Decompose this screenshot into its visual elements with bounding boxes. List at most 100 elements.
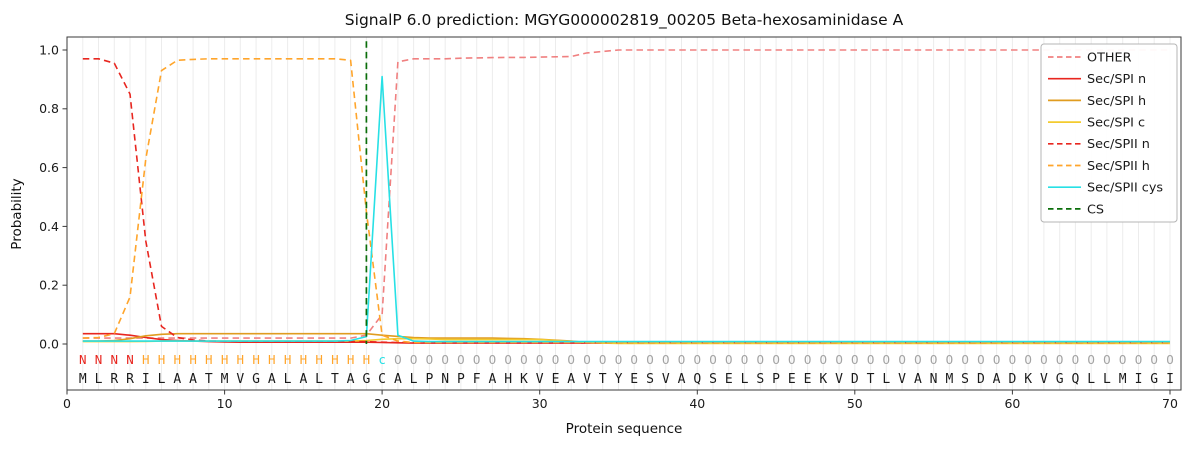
sequence-letter: H xyxy=(504,372,512,387)
annotation-letter: O xyxy=(1056,352,1064,367)
sequence-letter: A xyxy=(268,372,276,387)
annotation-letter: H xyxy=(347,352,355,367)
annotation-letter: H xyxy=(189,352,197,367)
x-tick-label: 30 xyxy=(532,396,548,411)
series-line-other xyxy=(82,49,1170,339)
annotation-letter: H xyxy=(205,352,213,367)
annotation-letter: O xyxy=(977,352,985,367)
x-tick-label: 70 xyxy=(1162,396,1178,411)
annotation-letter: c xyxy=(378,352,386,367)
annotation-letter: O xyxy=(961,352,969,367)
sequence-letter: L xyxy=(1087,372,1095,387)
annotation-letter: O xyxy=(678,352,686,367)
sequence-letter: N xyxy=(930,372,938,387)
legend-item: Sec/SPII n xyxy=(1048,137,1150,152)
y-tick-label: 0.6 xyxy=(39,160,59,175)
annotation-letter: O xyxy=(489,352,497,367)
x-tick-label: 50 xyxy=(847,396,863,411)
sequence-letter: A xyxy=(914,372,922,387)
legend-item: CS xyxy=(1048,202,1104,217)
legend-label: Sec/SPI c xyxy=(1087,116,1145,131)
annotation-letter: O xyxy=(615,352,623,367)
sequence-letter: D xyxy=(851,372,859,387)
sequence-letter: V xyxy=(1040,372,1048,387)
annotation-letter: O xyxy=(1119,352,1127,367)
sequence-letter: G xyxy=(1056,372,1064,387)
legend-item: OTHER xyxy=(1048,50,1132,65)
annotation-letter: O xyxy=(867,352,875,367)
sequence-letter: V xyxy=(898,372,906,387)
sequence-letter: L xyxy=(315,372,323,387)
annotation-letter: N xyxy=(126,352,134,367)
sequence-letter: I xyxy=(142,372,150,387)
x-axis-label: Protein sequence xyxy=(565,421,683,437)
y-tick-label: 0.8 xyxy=(39,101,59,116)
sequence-letter: P xyxy=(425,372,433,387)
legend-item: Sec/SPI n xyxy=(1048,72,1146,87)
annotation-letter: O xyxy=(741,352,749,367)
sequence-letter: E xyxy=(725,372,733,387)
sequence-letter: S xyxy=(709,372,717,387)
sequence-letter: V xyxy=(236,372,244,387)
sequence-letter: A xyxy=(299,372,307,387)
annotation-letter: O xyxy=(410,352,418,367)
series-line-sec-spii-h xyxy=(82,57,1170,344)
x-tick-label: 40 xyxy=(689,396,705,411)
annotation-letter: O xyxy=(820,352,828,367)
annotation-letter: O xyxy=(772,352,780,367)
annotation-letter: N xyxy=(95,352,103,367)
annotation-letter: O xyxy=(851,352,859,367)
sequence-letter: R xyxy=(110,372,118,387)
sequence-letter: L xyxy=(741,372,749,387)
series-line-sec-spii-cys xyxy=(82,75,1170,343)
sequence-letter: L xyxy=(95,372,103,387)
annotation-letter: O xyxy=(662,352,670,367)
annotation-letter: O xyxy=(1166,352,1174,367)
x-tick-label: 60 xyxy=(1004,396,1020,411)
x-axis: 0 10 20 30 40 50 60 70 xyxy=(63,390,1178,411)
sequence-letter: I xyxy=(1135,372,1143,387)
sequence-letter: F xyxy=(473,372,481,387)
sequence-letter: A xyxy=(488,372,496,387)
legend-label: Sec/SPI h xyxy=(1087,94,1146,109)
annotation-letter: O xyxy=(473,352,481,367)
annotation-letter: O xyxy=(583,352,591,367)
annotation-letter: O xyxy=(520,352,528,367)
annotation-letter: O xyxy=(426,352,434,367)
legend-label: Sec/SPII n xyxy=(1087,137,1150,152)
series-lines xyxy=(82,49,1170,345)
y-axis: 0.0 0.2 0.4 0.6 0.8 1.0 xyxy=(39,42,67,351)
annotation-letter: O xyxy=(930,352,938,367)
annotation-letter: N xyxy=(111,352,119,367)
annotation-letter: O xyxy=(946,352,954,367)
y-tick-label: 1.0 xyxy=(39,42,59,57)
annotation-letter: N xyxy=(79,352,87,367)
legend-item: Sec/SPI c xyxy=(1048,116,1145,131)
annotation-letter: O xyxy=(1150,352,1158,367)
sequence-letter: L xyxy=(882,372,890,387)
sequence-letter: I xyxy=(1166,372,1174,387)
annotation-letter: O xyxy=(504,352,512,367)
annotation-letter: O xyxy=(630,352,638,367)
sequence-letter: D xyxy=(1008,372,1016,387)
sequence-letter: K xyxy=(1024,372,1032,387)
annotation-letter: O xyxy=(567,352,575,367)
annotation-letter: O xyxy=(1040,352,1048,367)
sequence-letter: E xyxy=(788,372,796,387)
plot-border xyxy=(66,36,1182,391)
sequence-letter: T xyxy=(331,372,339,387)
annotation-letter: O xyxy=(1009,352,1017,367)
sequence-letter: S xyxy=(756,372,764,387)
sequence-letter: T xyxy=(599,372,607,387)
annotation-letter: H xyxy=(363,352,371,367)
legend-box xyxy=(1040,43,1178,223)
sequence-letter: V xyxy=(536,372,544,387)
annotation-letter: O xyxy=(457,352,465,367)
sequence-letter: S xyxy=(646,372,654,387)
annotation-letter: O xyxy=(914,352,922,367)
legend-item: Sec/SPI h xyxy=(1048,94,1146,109)
sequence-letter: L xyxy=(158,372,166,387)
series-line-sec-spii-n xyxy=(82,57,1170,344)
sequence-letter: M xyxy=(1119,372,1127,387)
